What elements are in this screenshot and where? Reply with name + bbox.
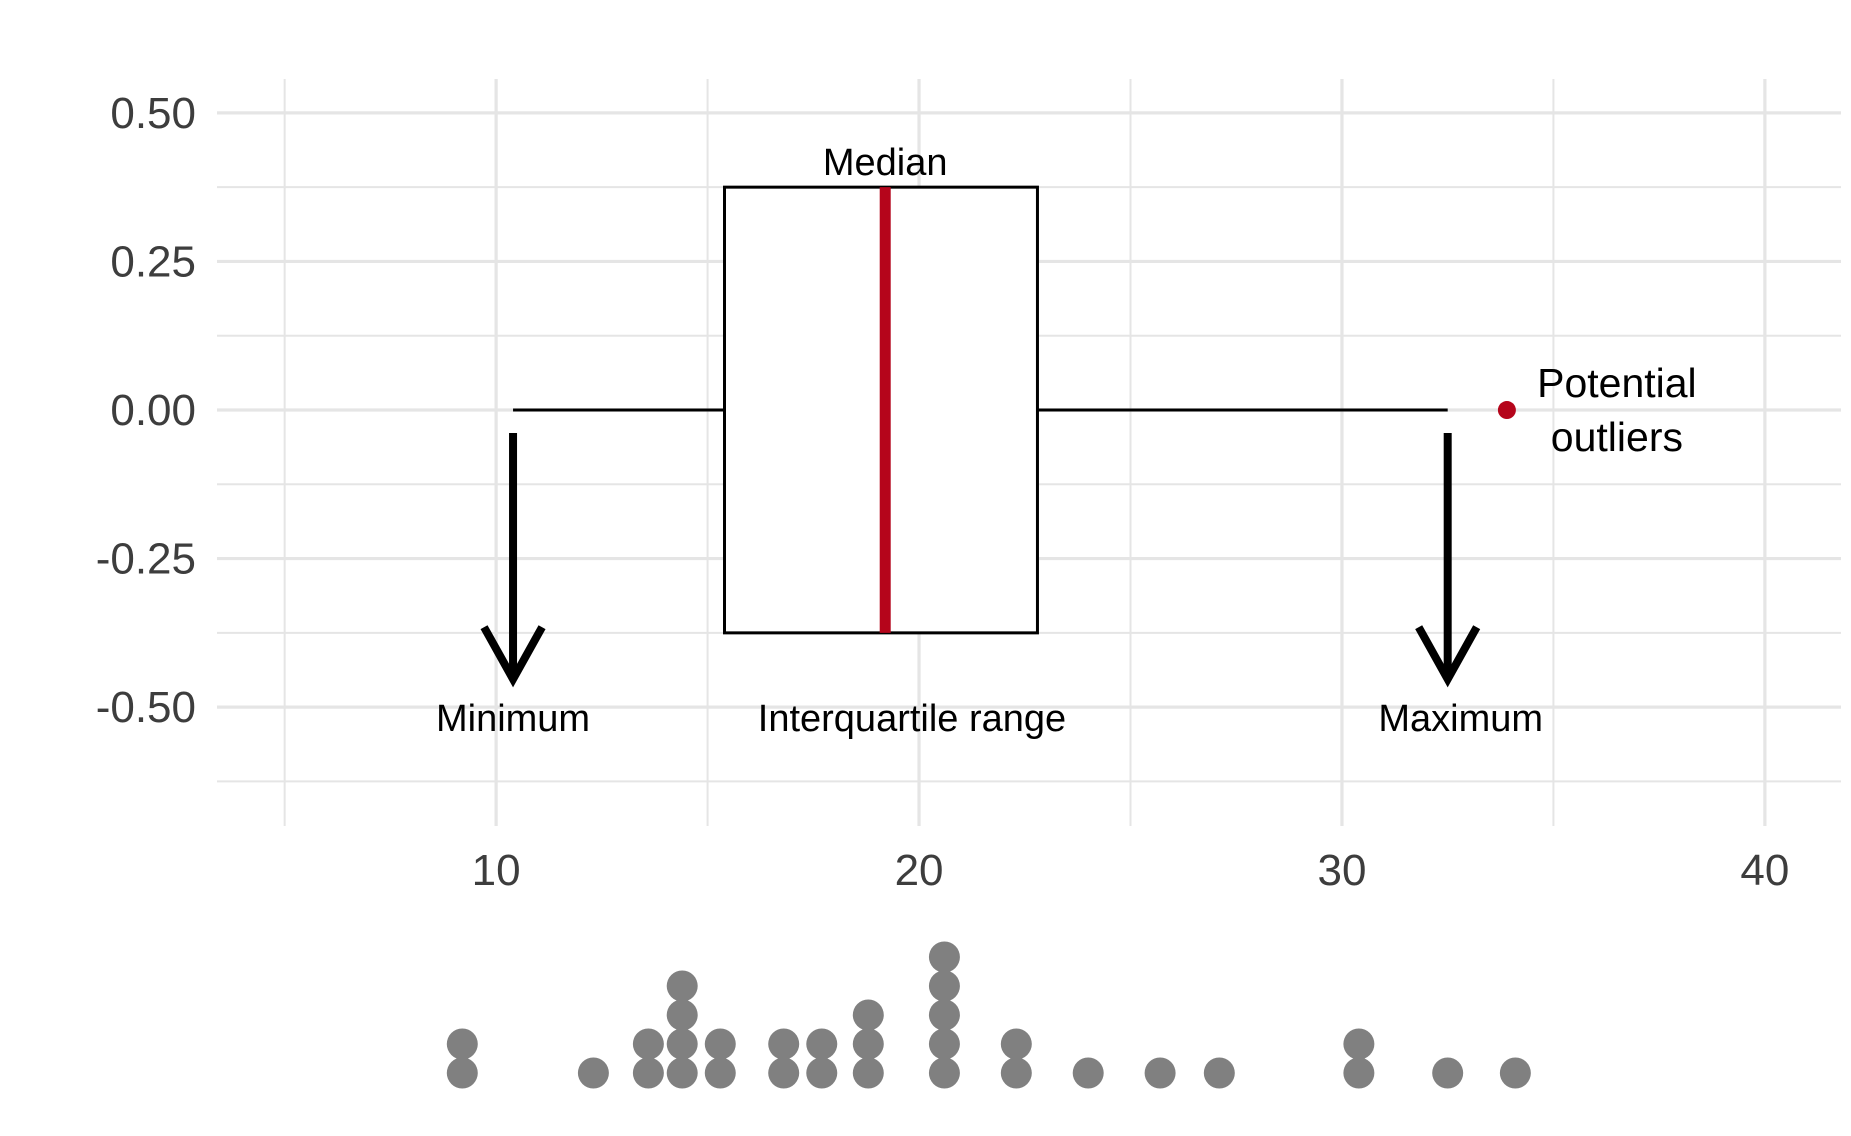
dot-point [928, 941, 960, 973]
dot-point [806, 1028, 838, 1060]
dot-point [446, 1028, 478, 1060]
dot-plot [446, 941, 1531, 1089]
dot-point [666, 1057, 698, 1089]
dot-point [1072, 1057, 1104, 1089]
y-tick-label: 0.00 [110, 386, 196, 435]
y-tick-label: -0.50 [96, 683, 196, 732]
dot-point [704, 1057, 736, 1089]
outliers-label-line1: Potential [1537, 360, 1697, 406]
dot-point [928, 970, 960, 1002]
axis-labels: 0.50 0.25 0.00 -0.25 -0.50 10 20 30 40 [96, 89, 1790, 895]
dot-point [577, 1057, 609, 1089]
dot-point [704, 1028, 736, 1060]
dot-point [1343, 1057, 1375, 1089]
dot-point [1203, 1057, 1235, 1089]
dot-point [1000, 1028, 1032, 1060]
iqr-label: Interquartile range [758, 698, 1066, 740]
dot-point [806, 1057, 838, 1089]
outliers-label-line2: outliers [1551, 414, 1683, 460]
dot-point [852, 1028, 884, 1060]
y-tick-label: 0.25 [110, 237, 196, 286]
annotations: Median Minimum Interquartile range Maximum P… [436, 142, 1697, 740]
median-label: Median [823, 142, 948, 184]
dot-point [928, 1028, 960, 1060]
dot-point [1000, 1057, 1032, 1089]
dot-point [768, 1028, 800, 1060]
outlier-point [1497, 401, 1516, 420]
dot-point [1144, 1057, 1176, 1089]
maximum-arrow-head [1415, 625, 1481, 688]
boxplot [513, 185, 1516, 635]
dot-point [928, 999, 960, 1031]
dot-point [928, 1057, 960, 1089]
dot-point [632, 1057, 664, 1089]
dot-point [1432, 1057, 1464, 1089]
dot-point [768, 1057, 800, 1089]
dot-point [1343, 1028, 1375, 1060]
x-tick-label: 20 [895, 846, 944, 895]
maximum-label: Maximum [1378, 698, 1543, 740]
dot-point [446, 1057, 478, 1089]
minimum-arrow-head [480, 625, 546, 688]
x-tick-label: 30 [1317, 846, 1366, 895]
dot-point [1499, 1057, 1531, 1089]
dot-point [666, 1028, 698, 1060]
y-tick-label: 0.50 [110, 89, 196, 138]
dot-point [666, 999, 698, 1031]
dot-point [666, 970, 698, 1002]
dot-point [632, 1028, 664, 1060]
dot-point [852, 1057, 884, 1089]
minimum-label: Minimum [436, 698, 590, 740]
y-tick-label: -0.25 [96, 535, 196, 584]
dot-point [852, 999, 884, 1031]
x-tick-label: 40 [1740, 846, 1789, 895]
x-tick-label: 10 [472, 846, 521, 895]
